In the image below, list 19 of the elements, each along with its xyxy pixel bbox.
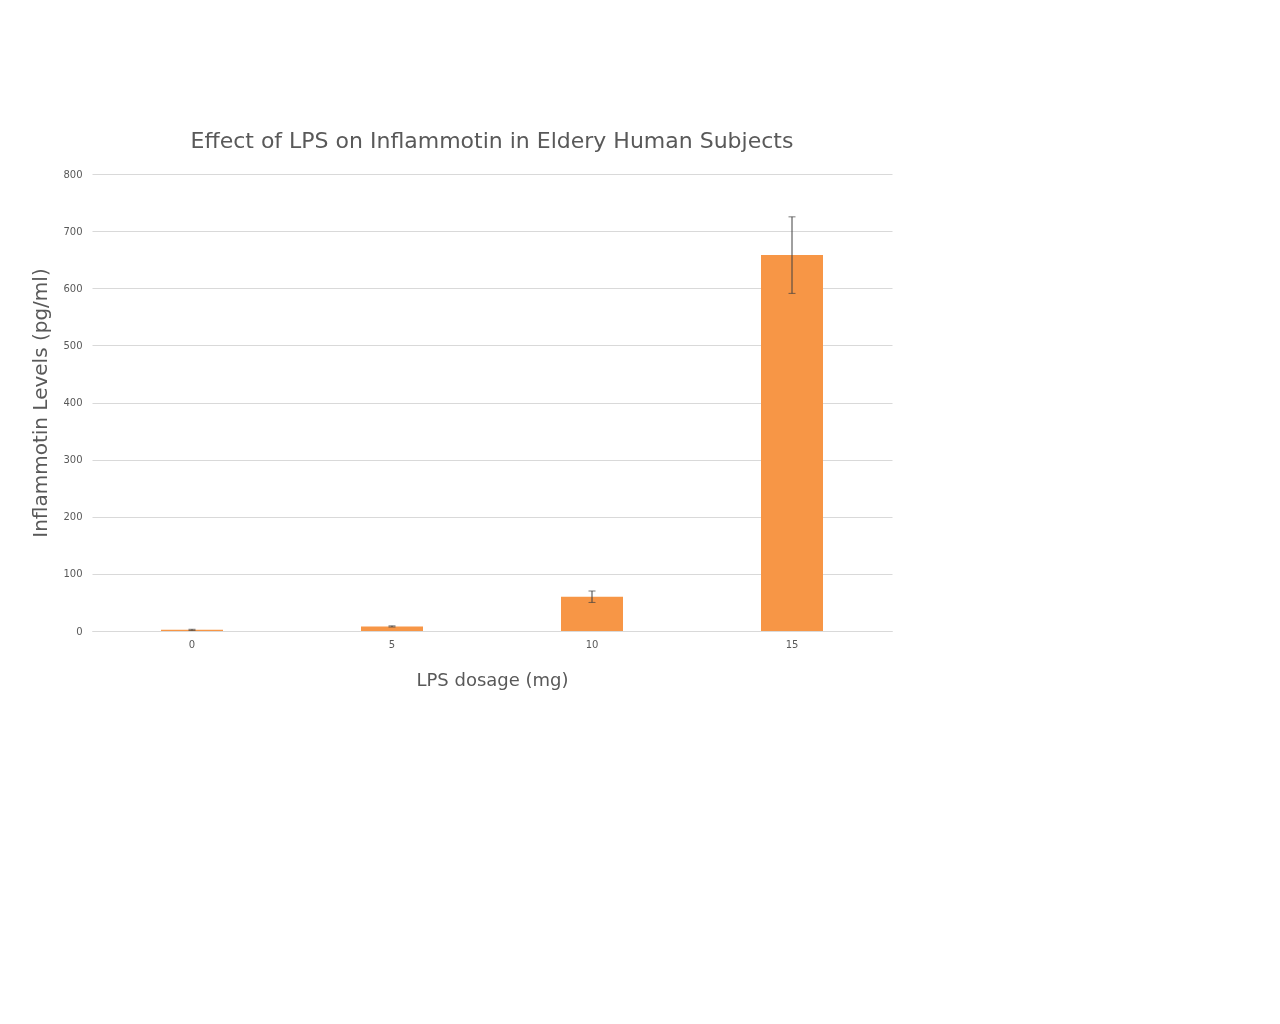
bar xyxy=(561,596,623,631)
y-axis-title: Inflammotin Levels (pg/ml) xyxy=(28,268,53,538)
y-tick-label: 400 xyxy=(63,397,83,408)
x-tick-label: 5 xyxy=(388,638,396,650)
y-tick-label: 700 xyxy=(63,225,83,237)
y-tick-label: 200 xyxy=(63,511,83,523)
y-tick-label: 800 xyxy=(63,168,83,180)
y-tick-label: 100 xyxy=(63,568,83,580)
bar xyxy=(361,626,423,631)
x-tick-label: 15 xyxy=(785,638,799,650)
x-axis-title: LPS dosage (mg) xyxy=(416,668,569,690)
x-tick-label: 10 xyxy=(585,638,599,650)
x-tick-label: 0 xyxy=(188,638,196,650)
y-tick-label: 500 xyxy=(63,339,83,351)
chart-title: Effect of LPS on Inflammotin in Eldery Human Subjects xyxy=(190,128,794,153)
y-tick-label: 600 xyxy=(63,282,83,294)
bar xyxy=(761,255,823,631)
y-tick-label: 300 xyxy=(63,454,83,466)
y-tick-label: 0 xyxy=(76,625,83,637)
